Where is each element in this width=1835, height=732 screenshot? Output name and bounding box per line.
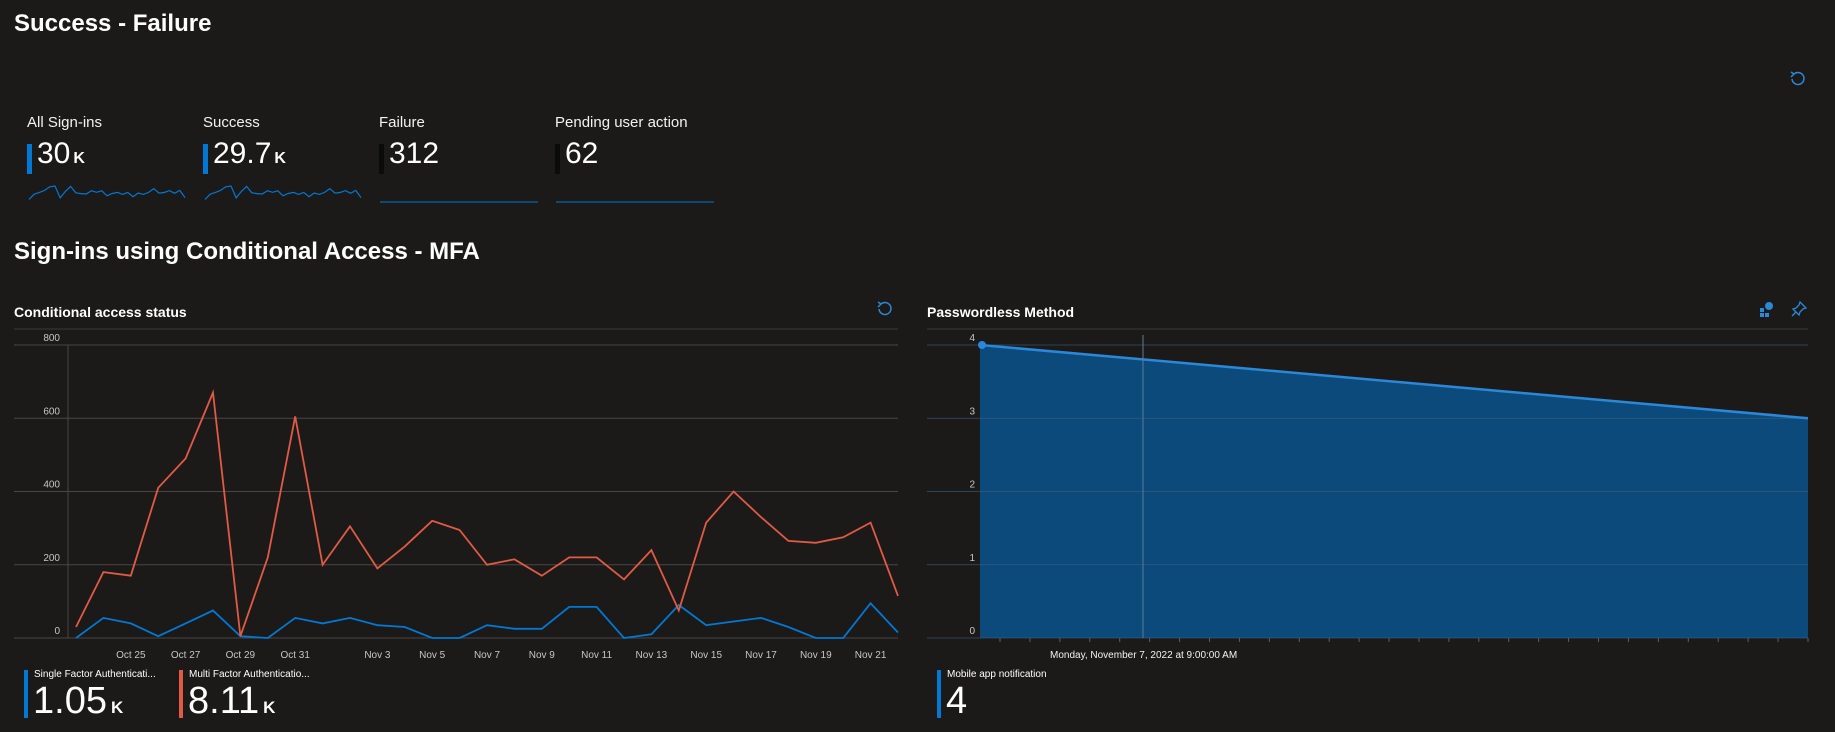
section-title-mfa: Sign-ins using Conditional Access - MFA: [14, 238, 480, 265]
y-tick-label: 1: [969, 553, 975, 564]
x-tick-label: Oct 25: [116, 650, 146, 661]
series-line: [75, 601, 899, 639]
y-tick-label: 400: [43, 480, 60, 491]
legend-label: Multi Factor Authenticatio...: [189, 669, 310, 680]
kpi-tile-pending[interactable]: Pending user action 62: [555, 114, 730, 204]
legend-item-multi-factor[interactable]: Multi Factor Authenticatio... 8.11 K: [179, 668, 310, 730]
x-tick-label: Nov 9: [529, 650, 556, 661]
kpi-color-bar: [379, 143, 384, 174]
refresh-icon[interactable]: [1789, 70, 1811, 92]
kpi-value: 30: [37, 137, 71, 170]
kpi-color-bar: [27, 143, 32, 174]
kpi-tile-all-signins[interactable]: All Sign-ins 30 K: [27, 114, 192, 204]
y-tick-label: 3: [969, 406, 975, 417]
legend-label: Single Factor Authenticati...: [34, 669, 156, 680]
conditional-access-chart[interactable]: 0 200 400 600 800 Oct 25 Oct 27 Oct 29 Oct 31 Nov…: [0, 325, 910, 665]
x-tick-label: Nov 13: [636, 650, 668, 661]
x-tick-label: Nov 5: [419, 650, 446, 661]
data-point: [978, 341, 986, 349]
x-tick-label: Nov 7: [474, 650, 501, 661]
y-tick-label: 0: [54, 626, 60, 637]
kpi-value: 29.7: [213, 137, 272, 170]
legend-value: 8.11 K: [188, 680, 276, 722]
legend-color-bar: [24, 670, 28, 718]
kpi-label: Failure: [379, 114, 425, 131]
panel-title-conditional-access: Conditional access status: [14, 304, 187, 320]
x-tick-label: Nov 11: [581, 650, 612, 661]
x-tick-label: Nov 3: [364, 650, 391, 661]
legend-value: 4: [946, 680, 968, 722]
kpi-unit: K: [274, 150, 286, 167]
legend-item-single-factor[interactable]: Single Factor Authenticati... 1.05 K: [24, 668, 156, 730]
panel-title-passwordless: Passwordless Method: [927, 304, 1075, 320]
kpi-label: All Sign-ins: [27, 114, 103, 131]
x-tick-label: Oct 31: [280, 650, 310, 661]
kpi-tile-failure[interactable]: Failure 312: [379, 114, 544, 204]
kpi-sparkline: [380, 201, 538, 203]
y-tick-label: 2: [969, 480, 975, 491]
kpi-color-bar: [203, 143, 208, 174]
kpi-tile-success[interactable]: Success 29.7 K: [203, 114, 368, 204]
kpi-value: 312: [389, 137, 440, 170]
y-tick-label: 800: [43, 333, 60, 344]
x-tick-label: Nov 21: [855, 650, 887, 661]
passwordless-chart[interactable]: 0 1 2 3 4: [915, 325, 1835, 665]
x-tick-label: Oct 27: [171, 650, 201, 661]
x-tick-label: Nov 19: [800, 650, 832, 661]
legend-color-bar: [937, 670, 941, 718]
kpi-label: Pending user action: [555, 114, 688, 131]
insights-icon[interactable]: [1757, 300, 1779, 322]
kpi-sparkline: [204, 185, 362, 200]
kpi-value: 62: [565, 137, 599, 170]
kpi-sparkline: [556, 201, 714, 203]
kpi-unit: K: [73, 150, 85, 167]
kpi-label: Success: [203, 114, 260, 131]
legend-value: 1.05 K: [33, 680, 124, 722]
y-tick-label: 200: [43, 553, 60, 564]
kpi-color-bar: [555, 143, 560, 174]
chart-hover-label: Monday, November 7, 2022 at 9:00:00 AM: [1050, 650, 1238, 661]
y-tick-label: 0: [969, 626, 975, 637]
x-tick-label: Nov 17: [745, 650, 777, 661]
x-tick-label: Nov 15: [690, 650, 722, 661]
series-line: [979, 343, 1809, 420]
y-tick-label: 600: [43, 406, 60, 417]
x-tick-label: Oct 29: [226, 650, 256, 661]
kpi-sparkline: [28, 185, 186, 200]
legend-color-bar: [179, 670, 183, 718]
legend-label: Mobile app notification: [947, 669, 1047, 680]
y-tick-label: 4: [969, 333, 975, 344]
section-title-success-failure: Success - Failure: [14, 10, 212, 37]
refresh-icon[interactable]: [876, 300, 898, 322]
series-line: [75, 389, 899, 637]
pin-icon[interactable]: [1790, 300, 1812, 322]
legend-item-mobile-app[interactable]: Mobile app notification 4: [937, 668, 1097, 730]
